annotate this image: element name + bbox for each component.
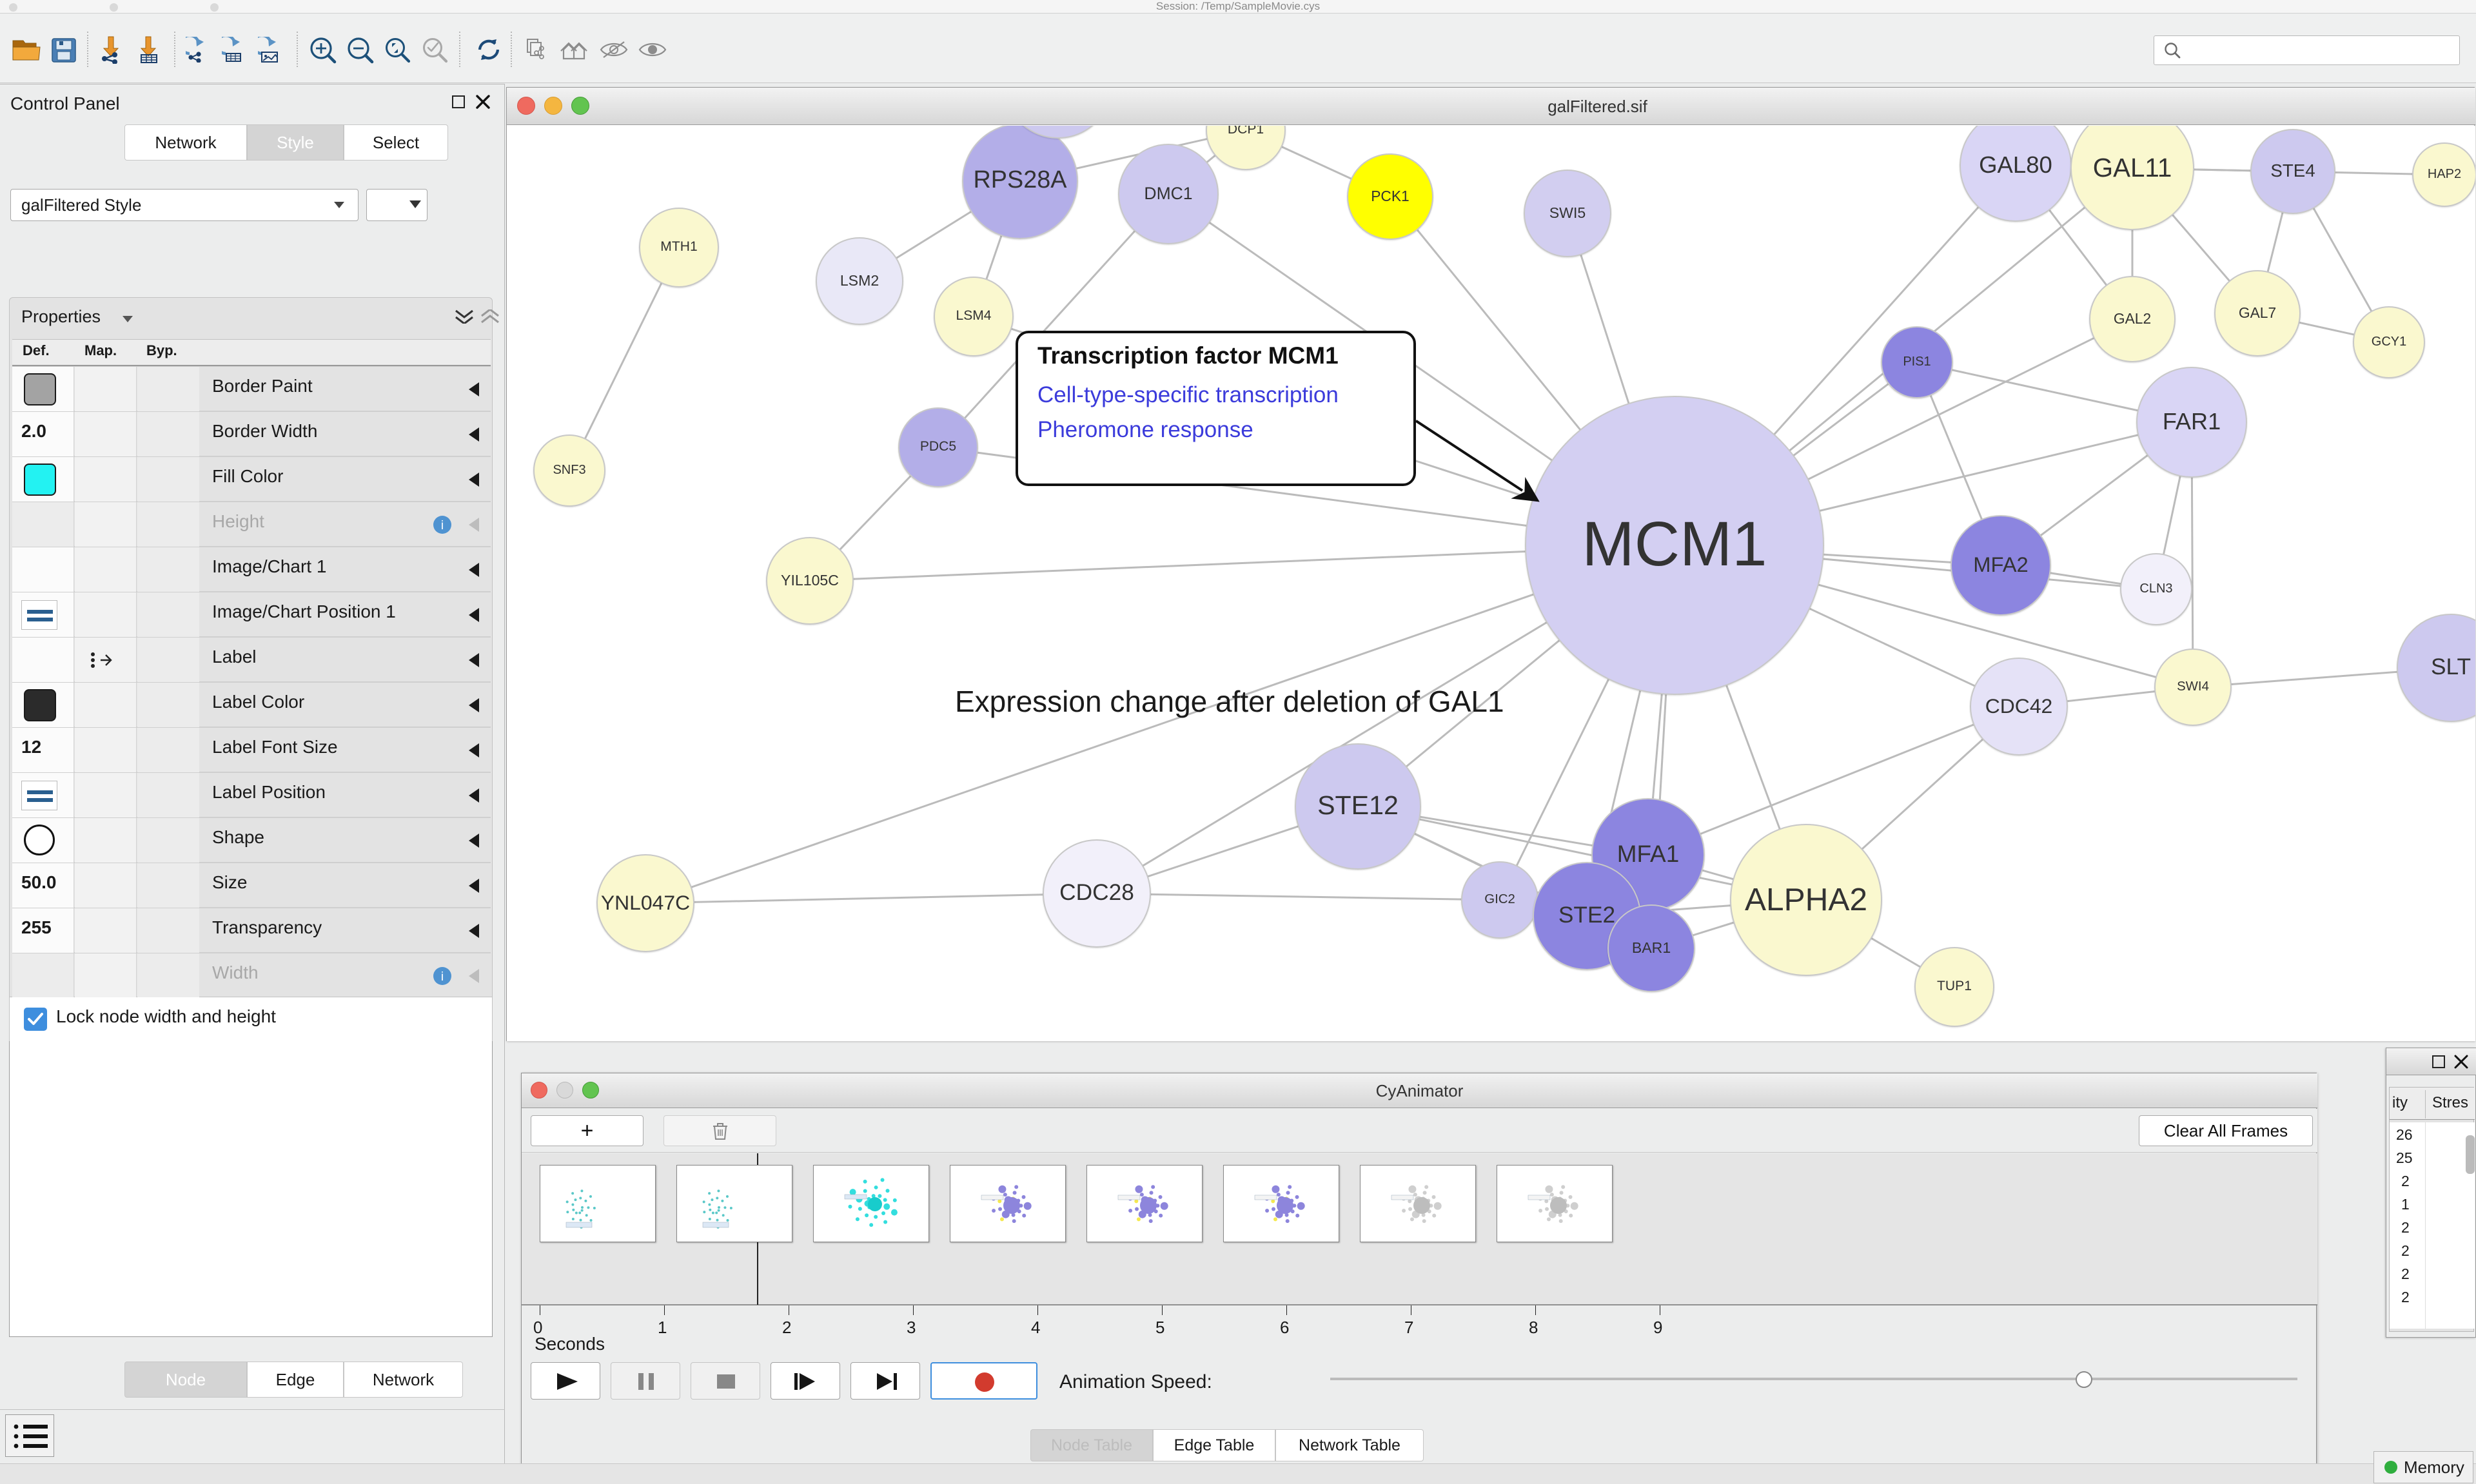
- svg-text:i: i: [441, 519, 444, 532]
- svg-text:i: i: [441, 970, 444, 984]
